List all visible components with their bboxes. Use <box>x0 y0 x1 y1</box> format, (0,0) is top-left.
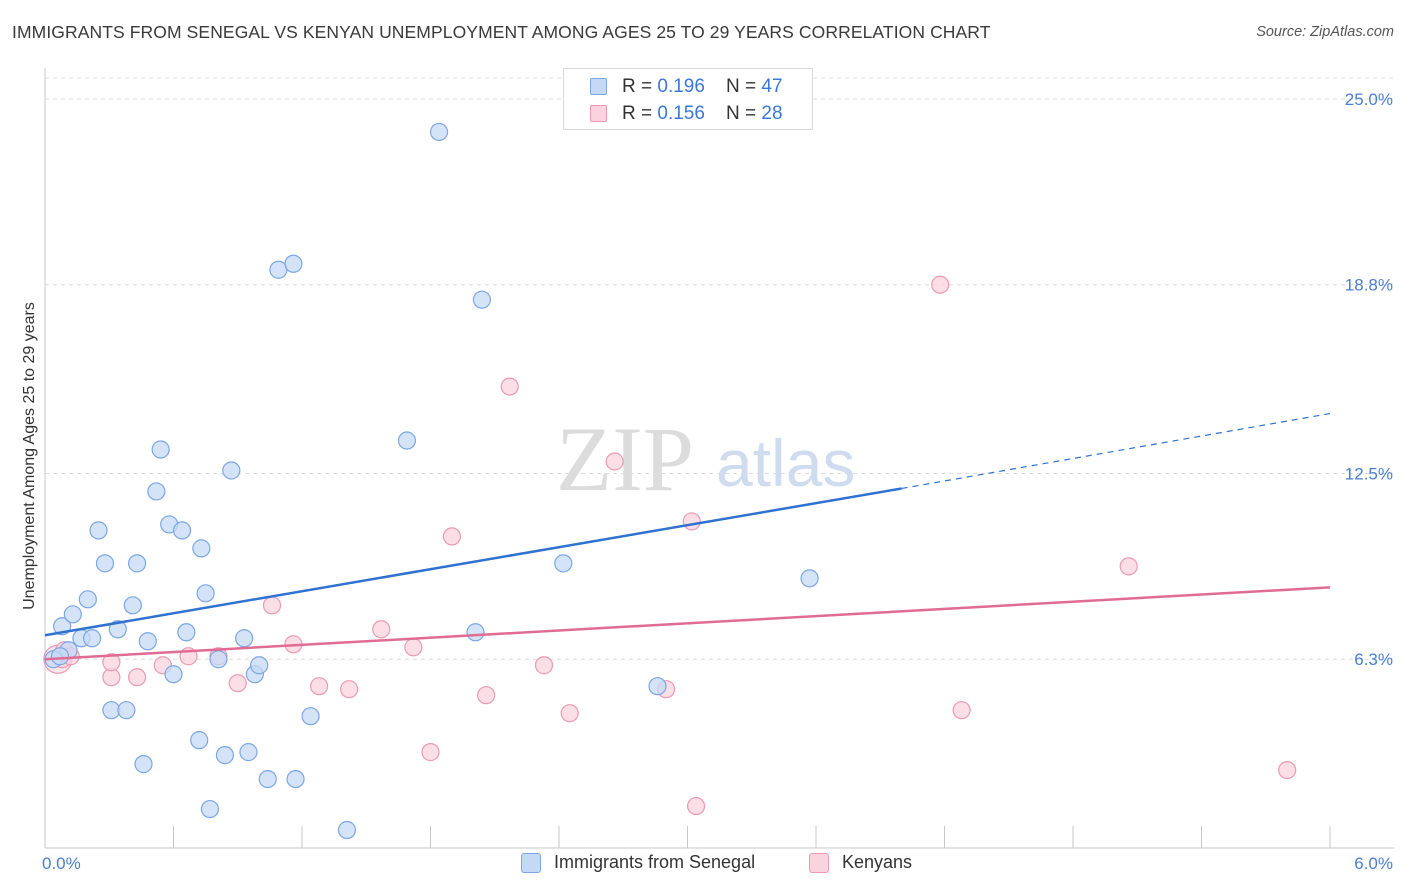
senegal-point <box>235 629 254 648</box>
legend-r-value: 0.196 <box>657 76 705 97</box>
senegal-point <box>138 632 157 651</box>
kenyans-point <box>500 377 519 396</box>
grid-lines <box>45 77 1394 660</box>
senegal-point <box>63 605 82 624</box>
watermark: ZIP atlas <box>556 408 855 510</box>
senegal-point <box>95 554 115 573</box>
kenyans-point <box>127 668 147 687</box>
senegal-point <box>429 122 449 142</box>
senegal-point <box>147 482 166 501</box>
senegal-point <box>648 677 667 696</box>
watermark-zip: ZIP <box>556 408 694 510</box>
senegal-point <box>192 539 211 558</box>
kenyans-point <box>421 743 440 762</box>
kenyans-legend-label: Kenyans <box>842 852 913 872</box>
y-tick-label: 18.8% <box>1345 276 1393 295</box>
senegal-legend-label: Immigrants from Senegal <box>554 852 756 872</box>
senegal-points <box>44 122 819 840</box>
senegal-point <box>286 769 305 789</box>
y-tick-label: 6.3% <box>1354 650 1393 669</box>
senegal-point <box>151 440 170 459</box>
y-tick-label: 25.0% <box>1345 90 1393 109</box>
senegal-point <box>284 254 303 273</box>
axes <box>44 68 1394 849</box>
senegal-point <box>209 650 228 669</box>
senegal-point <box>127 554 147 573</box>
senegal-point <box>554 554 573 573</box>
x-tick-label: 0.0% <box>42 854 81 873</box>
senegal-point <box>177 623 196 642</box>
kenyans-point <box>682 512 701 531</box>
senegal-point <box>164 665 183 684</box>
source-label: Source: ZipAtlas.com <box>1256 24 1394 40</box>
trend-lines <box>44 412 1331 661</box>
senegal-point <box>108 620 127 639</box>
legend-r-label: R = <box>622 76 658 97</box>
legend-n-value: 28 <box>761 103 783 124</box>
x-tick-labels: 0.0% 6.0% <box>42 854 1393 873</box>
senegal-point <box>222 461 241 480</box>
senegal-point <box>83 629 102 648</box>
legend-n-label: N = <box>726 76 762 97</box>
senegal-point <box>215 746 234 765</box>
senegal-point <box>172 521 192 540</box>
senegal-point <box>123 596 142 615</box>
senegal-trend-extension <box>901 412 1331 490</box>
senegal-point <box>466 623 485 642</box>
senegal-legend-swatch <box>521 853 541 873</box>
kenyans-point <box>340 680 359 699</box>
kenyans-point <box>310 677 329 696</box>
senegal-point <box>250 656 269 675</box>
senegal-point <box>117 701 136 720</box>
kenyans-legend-swatch <box>809 853 829 873</box>
kenyans-point <box>404 638 423 657</box>
watermark-atlas: atlas <box>716 426 855 500</box>
x-tick-label: 6.0% <box>1354 854 1393 873</box>
senegal-point <box>397 431 417 450</box>
kenyans-point <box>228 674 247 693</box>
senegal-point <box>134 755 153 774</box>
kenyans-trend-line <box>44 586 1331 661</box>
senegal-point <box>196 584 215 603</box>
kenyans-point <box>1278 761 1297 780</box>
kenyans-point <box>952 701 971 720</box>
kenyans-point <box>1119 557 1138 576</box>
kenyans-point <box>605 452 624 471</box>
kenyans-point <box>560 704 579 723</box>
stats-legend: R = 0.196 N = 47 R = 0.156 N = 28 <box>563 68 813 130</box>
senegal-point <box>472 290 491 309</box>
kenyans-point <box>686 796 706 816</box>
kenyans-point <box>477 686 496 705</box>
kenyans-points <box>43 275 1297 816</box>
legend-r-value: 0.156 <box>657 103 705 124</box>
senegal-point <box>190 731 209 750</box>
senegal-point <box>89 521 108 540</box>
senegal-point <box>50 647 70 666</box>
senegal-point <box>800 569 819 588</box>
kenyans-swatch <box>590 105 607 122</box>
kenyans-point <box>534 656 554 675</box>
kenyans-point <box>442 527 462 546</box>
senegal-point <box>258 769 277 789</box>
senegal-point <box>239 743 258 762</box>
kenyans-point <box>262 596 282 615</box>
senegal-trend-line <box>44 487 902 637</box>
kenyans-point <box>931 275 950 294</box>
senegal-point <box>337 820 357 840</box>
senegal-point <box>301 707 320 726</box>
legend-n-label: N = <box>726 103 762 124</box>
legend-r-label: R = <box>622 103 658 124</box>
senegal-point <box>78 590 97 609</box>
y-tick-labels: 6.3% 12.5% 18.8% 25.0% <box>1345 90 1393 669</box>
chart-title: IMMIGRANTS FROM SENEGAL VS KENYAN UNEMPL… <box>12 22 991 42</box>
y-tick-label: 12.5% <box>1345 464 1393 483</box>
legend-n-value: 47 <box>761 76 783 97</box>
kenyans-point <box>102 653 121 672</box>
kenyans-point <box>372 620 391 639</box>
senegal-point <box>200 799 220 819</box>
senegal-swatch <box>590 78 607 95</box>
